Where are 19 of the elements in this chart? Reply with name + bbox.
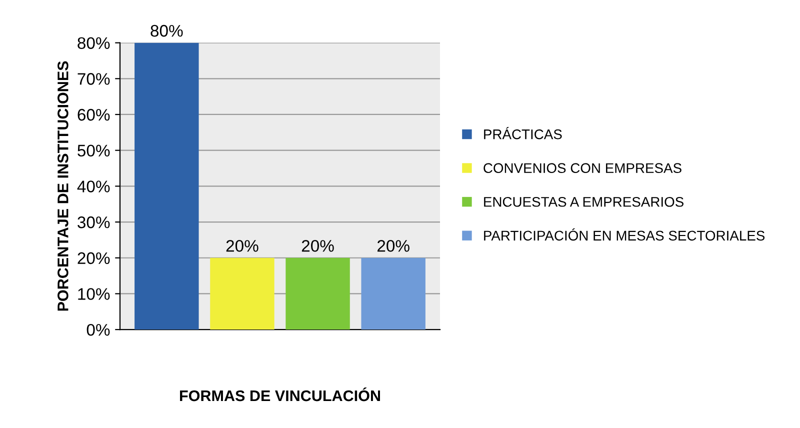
data-label: 20%	[302, 240, 334, 252]
legend-label: ENCUESTAS A EMPRESARIOS	[484, 196, 684, 207]
y-tick-label: 50%	[78, 144, 110, 157]
data-label: 20%	[226, 240, 258, 252]
y-tick-label: 0%	[86, 324, 110, 336]
y-tick-label: 20%	[78, 252, 110, 264]
x-axis-title: FORMAS DE VINCULACIÓN	[180, 388, 380, 402]
y-tick-label: 80%	[78, 37, 110, 50]
legend-label: PARTICIPACIÓN EN MESAS SECTORIALES	[484, 228, 765, 241]
y-axis-title: PORCENTAJE DE INSTITUCIONES	[58, 61, 68, 311]
data-label: 80%	[150, 24, 183, 37]
legend-label: CONVENIOS CON EMPRESAS	[484, 163, 682, 174]
y-tick-label: 70%	[78, 73, 110, 85]
legend-label: PRÁCTICAS	[484, 127, 562, 140]
y-tick-label: 40%	[77, 180, 110, 192]
y-tick-label: 30%	[78, 216, 110, 228]
data-label: 20%	[378, 240, 410, 252]
y-tick-label: 10%	[78, 288, 110, 300]
y-tick-label: 60%	[78, 108, 110, 121]
